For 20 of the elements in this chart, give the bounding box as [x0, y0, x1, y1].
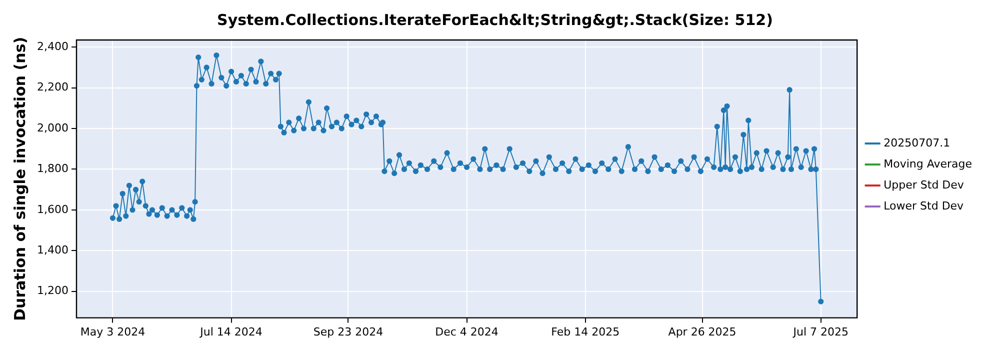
x-tick-label: Feb 14 2025	[551, 325, 620, 338]
y-tick-label: 2,200	[36, 80, 68, 94]
chart-title: System.Collections.IterateForEach&lt;String&gt;.Stack(Size: 512)	[217, 10, 773, 29]
x-tick-label: Sep 23 2024	[313, 325, 384, 338]
y-tick-label: 2,400	[36, 40, 68, 53]
legend-label: Lower Std Dev	[884, 199, 964, 212]
y-axis-title: Duration of single invocation (ns)	[10, 36, 29, 321]
y-tick-label: 2,000	[36, 121, 68, 134]
x-tick-label: May 3 2024	[80, 325, 146, 338]
x-tick-label: Jul 14 2024	[199, 325, 262, 338]
y-tick-label: 1,200	[36, 284, 68, 298]
x-tick-label: Apr 26 2025	[668, 325, 736, 338]
x-tick-label: Jul 7 2025	[792, 325, 848, 338]
legend-label: Upper Std Dev	[884, 178, 964, 192]
legend-label: 20250707.1	[884, 136, 950, 150]
y-tick-label: 1,400	[36, 244, 68, 256]
x-tick-label: Dec 4 2024	[435, 325, 498, 338]
y-tick-label: 1,800	[36, 162, 68, 176]
y-tick-label: 1,600	[36, 202, 68, 216]
legend-label: Moving Average	[884, 157, 972, 170]
